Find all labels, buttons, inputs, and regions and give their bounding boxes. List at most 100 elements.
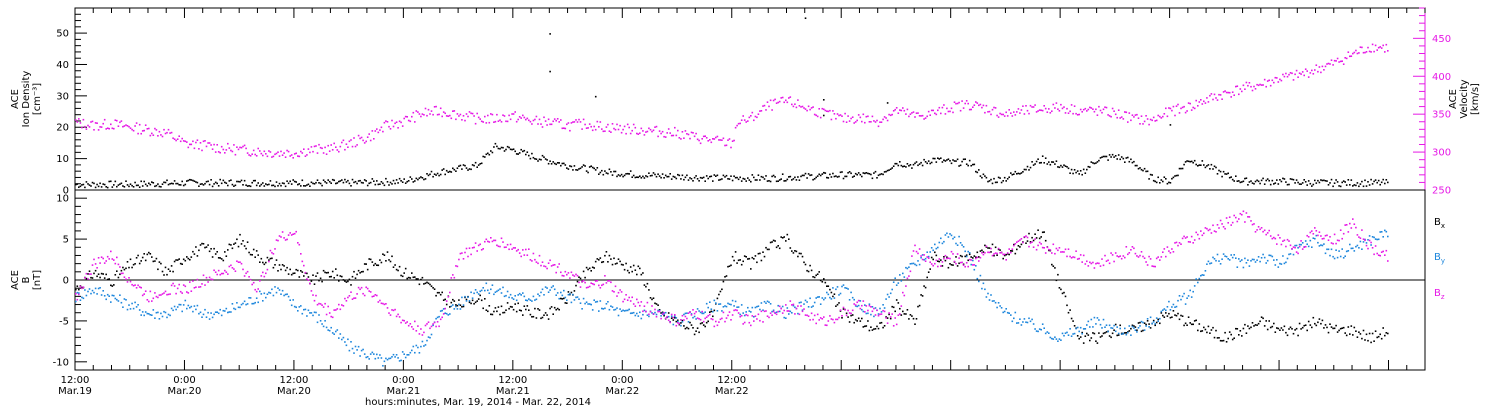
velocity-point xyxy=(564,127,567,130)
bz-point xyxy=(1198,237,1201,240)
bz-point xyxy=(827,320,830,322)
bz-point xyxy=(841,315,843,317)
velocity-point xyxy=(832,110,834,112)
bx-point xyxy=(1110,336,1112,339)
density-point xyxy=(1370,178,1372,181)
bx-point xyxy=(753,258,755,260)
by-point xyxy=(563,289,565,292)
bz-point xyxy=(252,281,255,284)
density-point xyxy=(148,182,150,185)
by-point xyxy=(970,263,972,266)
bz-point xyxy=(1257,226,1260,228)
velocity-point xyxy=(678,137,681,139)
bx-point xyxy=(239,233,241,236)
by-point xyxy=(404,356,407,359)
density-point xyxy=(328,180,331,183)
by-point xyxy=(497,289,500,292)
bz-point xyxy=(106,255,109,258)
by-point xyxy=(1020,324,1023,326)
velocity-point xyxy=(617,128,620,131)
bz-point xyxy=(406,321,408,323)
density-point xyxy=(864,172,866,175)
density-point xyxy=(1218,169,1220,172)
bz-point xyxy=(1169,252,1172,254)
bz-point xyxy=(857,299,860,302)
velocity-point xyxy=(1263,78,1266,81)
density-point xyxy=(421,177,424,179)
by-point xyxy=(423,345,425,347)
bx-point xyxy=(981,249,983,252)
bz-point xyxy=(1283,239,1286,242)
bz-point xyxy=(1180,243,1182,245)
velocity-point xyxy=(192,140,194,143)
bx-point xyxy=(1203,326,1205,329)
bx-point xyxy=(768,248,770,251)
velocity-point xyxy=(1362,51,1365,54)
bz-point xyxy=(515,250,518,252)
by-point xyxy=(1149,316,1152,319)
velocity-point xyxy=(585,127,588,129)
density-point xyxy=(1057,166,1059,168)
velocity-point xyxy=(1225,91,1228,94)
bz-point xyxy=(348,295,351,297)
density-point xyxy=(883,171,886,173)
velocity-point xyxy=(582,118,585,121)
bz-point xyxy=(715,320,717,323)
density-point xyxy=(293,180,296,183)
by-point xyxy=(908,266,910,268)
bx-point xyxy=(1125,332,1128,334)
bz-point xyxy=(889,316,892,318)
density-point xyxy=(955,160,957,162)
bz-point xyxy=(228,265,231,268)
bx-point xyxy=(88,270,91,272)
by-point xyxy=(1174,306,1176,308)
by-point xyxy=(593,299,595,301)
bz-point xyxy=(433,321,436,324)
bz-point xyxy=(1352,218,1354,220)
bx-point xyxy=(210,248,212,250)
velocity-point xyxy=(572,121,574,123)
density-point xyxy=(417,178,419,181)
velocity-point xyxy=(1184,111,1187,114)
bz-point xyxy=(178,283,180,286)
bx-point xyxy=(859,320,862,322)
density-point xyxy=(611,174,614,176)
density-point xyxy=(701,177,703,179)
by-point xyxy=(380,357,383,359)
velocity-point xyxy=(601,128,603,130)
density-point xyxy=(698,180,700,182)
by-point xyxy=(444,312,446,314)
by-point xyxy=(274,286,276,288)
bz-point xyxy=(441,316,443,319)
velocity-point xyxy=(569,129,571,132)
bz-point xyxy=(1086,260,1088,263)
by-point xyxy=(663,313,665,316)
by-point xyxy=(1178,295,1181,297)
density-point xyxy=(981,176,983,179)
by-point xyxy=(441,309,443,312)
by-point xyxy=(1046,331,1049,333)
bz-point xyxy=(237,261,240,263)
bz-point xyxy=(851,309,854,312)
by-point xyxy=(718,303,720,305)
bx-point xyxy=(943,256,945,258)
density-point xyxy=(1070,168,1073,171)
velocity-point xyxy=(163,128,165,131)
bz-point xyxy=(224,269,226,272)
by-point xyxy=(225,307,228,310)
bz-point xyxy=(468,247,471,249)
velocity-point xyxy=(143,129,145,132)
bz-point xyxy=(792,303,795,306)
velocity-point xyxy=(727,139,729,141)
by-point xyxy=(303,308,305,311)
bx-point xyxy=(417,278,419,280)
velocity-point xyxy=(646,130,649,133)
bx-point xyxy=(999,249,1001,251)
density-point xyxy=(1210,163,1213,166)
bz-point xyxy=(637,301,640,304)
by-point xyxy=(748,310,751,312)
velocity-point xyxy=(1003,115,1006,117)
bz-point xyxy=(804,314,807,316)
density-point xyxy=(493,146,495,148)
velocity-point xyxy=(362,139,364,142)
